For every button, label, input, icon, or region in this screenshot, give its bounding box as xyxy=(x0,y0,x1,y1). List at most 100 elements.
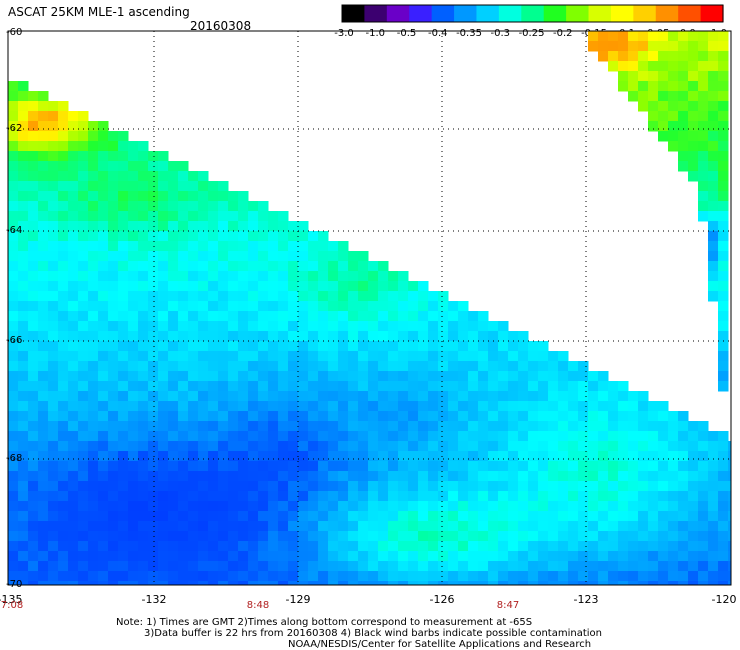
swath-cell xyxy=(438,341,449,352)
swath-cell xyxy=(168,331,179,342)
swath-cell xyxy=(28,281,39,292)
swath-cell xyxy=(518,521,529,532)
swath-cell xyxy=(358,281,369,292)
swath-cell xyxy=(398,391,409,402)
swath-cell xyxy=(428,401,439,412)
swath-cell xyxy=(658,61,669,72)
swath-cell xyxy=(48,401,59,412)
swath-cell xyxy=(728,561,732,572)
swath-cell xyxy=(98,131,109,142)
swath-cell xyxy=(158,441,169,452)
swath-cell xyxy=(278,461,289,472)
swath-cell xyxy=(668,81,679,92)
swath-cell xyxy=(28,391,39,402)
swath-cell xyxy=(628,81,639,92)
swath-cell xyxy=(48,111,59,122)
swath-cell xyxy=(628,551,639,562)
swath-cell xyxy=(298,431,309,442)
swath-cell xyxy=(448,411,459,422)
swath-cell xyxy=(328,581,339,586)
swath-cell xyxy=(128,231,139,242)
swath-cell xyxy=(548,391,559,402)
swath-cell xyxy=(258,341,269,352)
swath-cell xyxy=(268,341,279,352)
swath-cell xyxy=(198,511,209,522)
swath-cell xyxy=(288,391,299,402)
swath-cell xyxy=(108,431,119,442)
swath-cell xyxy=(418,431,429,442)
swath-cell xyxy=(548,481,559,492)
swath-cell xyxy=(108,471,119,482)
swath-cell xyxy=(158,381,169,392)
swath-cell xyxy=(378,561,389,572)
swath-cell xyxy=(68,251,79,262)
swath-cell xyxy=(728,491,732,502)
swath-cell xyxy=(128,511,139,522)
swath-cell xyxy=(188,341,199,352)
swath-cell xyxy=(128,141,139,152)
swath-cell xyxy=(28,541,39,552)
swath-cell xyxy=(58,561,69,572)
swath-cell xyxy=(368,291,379,302)
swath-cell xyxy=(498,551,509,562)
swath-cell xyxy=(68,321,79,332)
swath-cell xyxy=(478,341,489,352)
swath-cell xyxy=(68,261,79,272)
swath-cell xyxy=(648,51,659,62)
swath-cell xyxy=(268,211,279,222)
swath-cell xyxy=(398,561,409,572)
swath-cell xyxy=(248,521,259,532)
swath-cell xyxy=(638,511,649,522)
swath-cell xyxy=(198,431,209,442)
swath-cell xyxy=(668,501,679,512)
swath-cell xyxy=(58,101,69,112)
swath-cell xyxy=(188,451,199,462)
swath-cell xyxy=(558,401,569,412)
swath-cell xyxy=(168,451,179,462)
swath-cell xyxy=(348,381,359,392)
swath-cell xyxy=(608,441,619,452)
swath-cell xyxy=(628,481,639,492)
swath-cell xyxy=(138,311,149,322)
swath-cell xyxy=(258,301,269,312)
swath-cell xyxy=(248,221,259,232)
swath-cell xyxy=(228,421,239,432)
swath-cell xyxy=(618,31,629,42)
swath-cell xyxy=(388,581,399,586)
swath-cell xyxy=(88,221,99,232)
swath-cell xyxy=(498,431,509,442)
swath-cell xyxy=(68,301,79,312)
swath-cell xyxy=(18,191,29,202)
swath-cell xyxy=(58,141,69,152)
swath-cell xyxy=(558,461,569,472)
swath-cell xyxy=(228,561,239,572)
swath-cell xyxy=(328,421,339,432)
swath-cell xyxy=(278,251,289,262)
swath-cell xyxy=(298,371,309,382)
swath-cell xyxy=(38,281,49,292)
swath-cell xyxy=(158,281,169,292)
swath-cell xyxy=(138,381,149,392)
swath-cell xyxy=(58,221,69,232)
swath-cell xyxy=(338,491,349,502)
swath-cell xyxy=(58,151,69,162)
swath-cell xyxy=(108,511,119,522)
time-label-1: 7:08 xyxy=(0,600,24,611)
swath-cell xyxy=(138,401,149,412)
swath-cell xyxy=(528,411,539,422)
swath-cell xyxy=(58,311,69,322)
swath-cell xyxy=(408,571,419,582)
swath-cell xyxy=(438,531,449,542)
swath-cell xyxy=(218,451,229,462)
swath-cell xyxy=(228,471,239,482)
swath-cell xyxy=(268,551,279,562)
swath-cell xyxy=(138,251,149,262)
swath-cell xyxy=(318,311,329,322)
swath-cell xyxy=(478,381,489,392)
swath-cell xyxy=(438,451,449,462)
swath-cell xyxy=(508,431,519,442)
swath-cell xyxy=(158,371,169,382)
swath-cell xyxy=(238,321,249,332)
swath-cell xyxy=(588,561,599,572)
swath-cell xyxy=(218,441,229,452)
